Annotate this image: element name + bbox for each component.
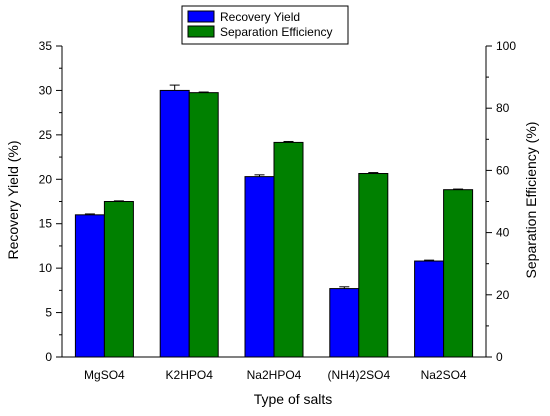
y-tick-label: 30 [39, 83, 53, 97]
y2-axis-title: Separation Efficiency (%) [523, 122, 539, 279]
y2-tick-label: 80 [496, 101, 510, 115]
legend-label: Recovery Yield [220, 10, 300, 24]
bar-separation-efficiency [188, 92, 219, 358]
y2-tick-label: 0 [496, 350, 503, 364]
y2-tick-label: 20 [496, 288, 510, 302]
bar-recovery-yield [74, 214, 105, 358]
legend-label: Separation Efficiency [220, 25, 333, 39]
x-tick-label: Na2HPO4 [247, 368, 302, 382]
y2-tick-label: 100 [496, 39, 516, 53]
bars-layer [74, 89, 474, 358]
bar-recovery-yield [159, 89, 190, 358]
legend-swatch [187, 10, 215, 23]
bar-recovery-yield [329, 288, 360, 358]
bar-recovery-yield [414, 260, 445, 358]
x-tick-label: K2HPO4 [166, 368, 214, 382]
y-tick-label: 15 [39, 217, 53, 231]
bar-separation-efficiency [358, 173, 389, 358]
y2-tick-label: 40 [496, 226, 510, 240]
y-tick-label: 10 [39, 261, 53, 275]
x-tick-label: (NH4)2SO4 [327, 368, 390, 382]
bar-separation-efficiency [443, 189, 474, 358]
bar-recovery-yield [244, 176, 275, 358]
x-tick-label: Na2SO4 [421, 368, 467, 382]
axes-layer: MgSO4 K2HPO4 Na2HPO4 (NH4)2SO4 Na2SO4 0 5 10 15 2… [39, 39, 517, 382]
bar-separation-efficiency [273, 141, 304, 358]
x-tick-label: MgSO4 [84, 368, 125, 382]
x-axis-title: Type of salts [254, 391, 333, 407]
bar-separation-efficiency [103, 201, 134, 358]
y-tick-label: 20 [39, 172, 53, 186]
y-tick-label: 0 [45, 350, 52, 364]
legend-swatch [187, 25, 215, 38]
y2-tick-label: 60 [496, 163, 510, 177]
error-bars-layer [84, 84, 464, 289]
y-tick-label: 5 [45, 306, 52, 320]
y-axis-title: Recovery Yield (%) [5, 140, 21, 259]
y-tick-label: 25 [39, 128, 53, 142]
y-tick-label: 35 [39, 39, 53, 53]
